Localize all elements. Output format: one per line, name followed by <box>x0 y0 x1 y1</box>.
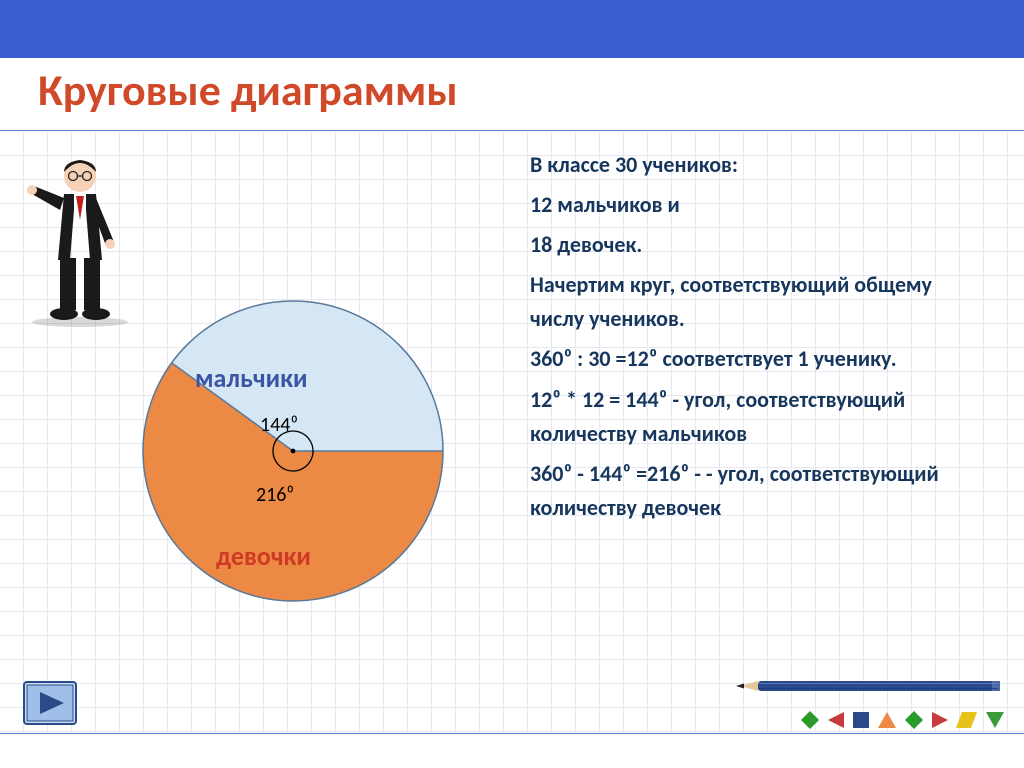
slice-angle-girls: 216⁰ <box>256 483 294 507</box>
slide: Круговые диаграммы <box>0 0 1024 768</box>
line-2: 12 мальчиков и <box>530 188 980 222</box>
slice-label-girls: девочки <box>216 540 311 572</box>
teacher-illustration <box>20 150 140 330</box>
next-button[interactable] <box>22 680 78 726</box>
page-title: Круговые диаграммы <box>38 63 458 117</box>
line-3: 18 девочек. <box>530 228 980 262</box>
shapes-decoration <box>800 710 1006 730</box>
line-7: 360⁰ - 144⁰ =216⁰ - - угол, соответствую… <box>530 457 980 525</box>
line-4: Начертим круг, соответствующий общему чи… <box>530 268 980 336</box>
shape-triangle-left-icon <box>826 710 846 730</box>
slice-angle-boys: 144⁰ <box>260 413 298 437</box>
line-5: 360⁰ : 30 =12⁰ соответствует 1 ученику. <box>530 342 980 376</box>
line-6: 12⁰ * 12 = 144⁰ - угол, соответствующий … <box>530 383 980 451</box>
title-underline <box>0 130 1024 131</box>
shape-triangle-up-icon <box>876 710 898 730</box>
shape-parallelogram-icon <box>956 711 978 729</box>
line-1: В классе 30 учеников: <box>530 148 980 182</box>
bottom-divider <box>0 733 1024 734</box>
pencil-decoration <box>734 678 1004 694</box>
header-bar <box>0 0 1024 58</box>
shape-diamond-icon <box>800 710 820 730</box>
slice-label-boys: мальчики <box>195 362 307 394</box>
explanation-text: В классе 30 учеников: 12 мальчиков и 18 … <box>530 148 980 531</box>
shape-triangle-down-icon <box>984 710 1006 730</box>
shape-triangle-right-icon <box>930 710 950 730</box>
shape-square-icon <box>852 711 870 729</box>
shape-diamond2-icon <box>904 710 924 730</box>
